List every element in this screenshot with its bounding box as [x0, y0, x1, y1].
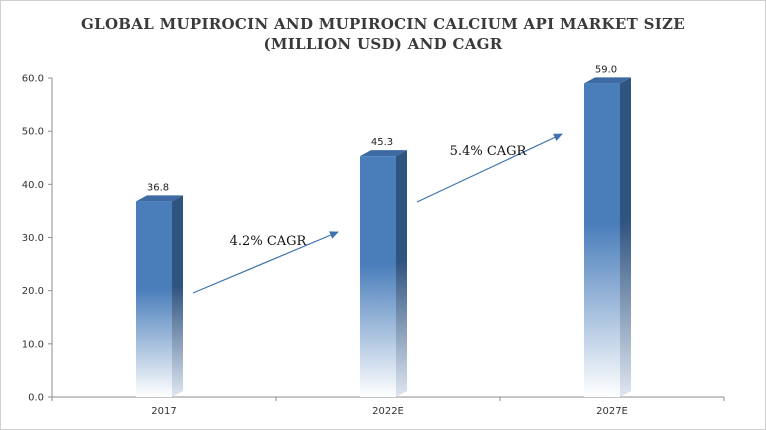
bar-2027E: [584, 83, 620, 398]
cagr-label: 4.2% CAGR: [230, 234, 308, 249]
bar-cap-2027E: [584, 77, 631, 84]
bar-side-2027E: [620, 77, 631, 398]
data-label: 59.0: [595, 64, 617, 75]
bar-2017: [136, 201, 172, 397]
chart-title-line1: GLOBAL MUPIROCIN AND MUPIROCIN CALCIUM A…: [80, 15, 686, 33]
x-tick-label: 2022E: [372, 406, 404, 417]
bar-cap-2022E: [360, 150, 407, 157]
y-tick-label: 20.0: [22, 286, 44, 297]
cagr-arrow: [416, 133, 563, 203]
y-tick-label: 60.0: [22, 74, 44, 85]
y-tick-label: 10.0: [22, 339, 44, 350]
chart-title: GLOBAL MUPIROCIN AND MUPIROCIN CALCIUM A…: [0, 14, 766, 54]
x-tick-label: 2017: [151, 406, 176, 417]
y-tick-label: 30.0: [22, 233, 44, 244]
bar-2022E: [360, 156, 396, 397]
bar-side-2022E: [396, 150, 407, 397]
y-tick-label: 50.0: [22, 127, 44, 138]
bars: 36.8 45.3 59.0: [136, 64, 631, 398]
bar-side-2017: [172, 195, 183, 397]
data-label: 36.8: [147, 182, 169, 193]
y-tick-label: 0.0: [28, 393, 44, 404]
cagr-arrow: [192, 231, 339, 294]
y-tick-label: 40.0: [22, 180, 44, 191]
bar-cap-2017: [136, 195, 183, 202]
cagr-annotations: 4.2% CAGR 5.4% CAGR: [192, 133, 563, 294]
x-tick-label: 2027E: [596, 406, 628, 417]
data-label: 45.3: [371, 137, 393, 148]
cagr-label: 5.4% CAGR: [450, 144, 528, 159]
chart-title-line2: (MILLION USD) AND CAGR: [263, 35, 503, 53]
